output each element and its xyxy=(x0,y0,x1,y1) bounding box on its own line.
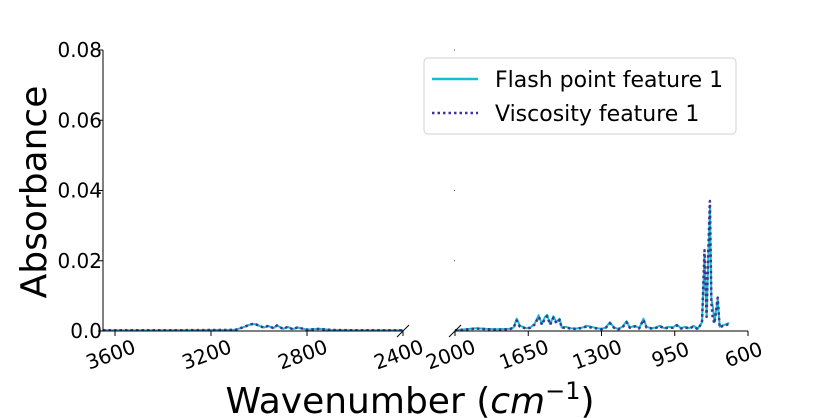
series-line-viscosity-panel-1 xyxy=(103,322,403,332)
axis-break-mark xyxy=(396,324,410,338)
x-tick-label: 2000 xyxy=(423,334,479,374)
right-panel-y-mark xyxy=(454,260,455,262)
y-tick-label: 0.04 xyxy=(57,179,102,203)
axis-break-mark xyxy=(448,324,462,338)
legend: Flash point feature 1 Viscosity feature … xyxy=(423,57,737,135)
series-line-flash-point-panel-2 xyxy=(454,207,730,332)
y-tick-label: 0.0 xyxy=(70,319,102,343)
x-tick-label: 3200 xyxy=(179,334,235,374)
legend-label-viscosity: Viscosity feature 1 xyxy=(495,102,699,127)
legend-label-flash-point: Flash point feature 1 xyxy=(495,68,723,93)
x-tick-label: 1300 xyxy=(569,334,625,374)
x-tick-label: 2800 xyxy=(275,334,331,374)
x-axis-label-close: ) xyxy=(581,381,595,418)
x-axis-label-base: Wavenumber ( xyxy=(225,381,490,418)
legend-box xyxy=(423,57,737,135)
x-tick-label: 600 xyxy=(722,337,766,373)
y-tick-label: 0.08 xyxy=(57,38,102,62)
series-line-viscosity-panel-2 xyxy=(454,199,730,332)
x-tick-label: 950 xyxy=(648,337,692,373)
right-panel-y-mark xyxy=(454,190,455,191)
y-tick-label: 0.02 xyxy=(57,249,102,273)
x-axis-label-unit: cm xyxy=(490,381,545,418)
x-tick-label: 2400 xyxy=(371,334,427,374)
plot-area xyxy=(103,199,730,332)
x-tick-label: 1650 xyxy=(496,334,552,374)
right-panel-y-mark xyxy=(454,49,455,51)
y-tick-label: 0.06 xyxy=(57,108,102,132)
y-axis-label: Absorbance xyxy=(14,86,55,299)
x-axis-label: Wavenumber (cm−1) xyxy=(225,377,594,418)
x-axis-label-exponent: −1 xyxy=(545,377,580,405)
